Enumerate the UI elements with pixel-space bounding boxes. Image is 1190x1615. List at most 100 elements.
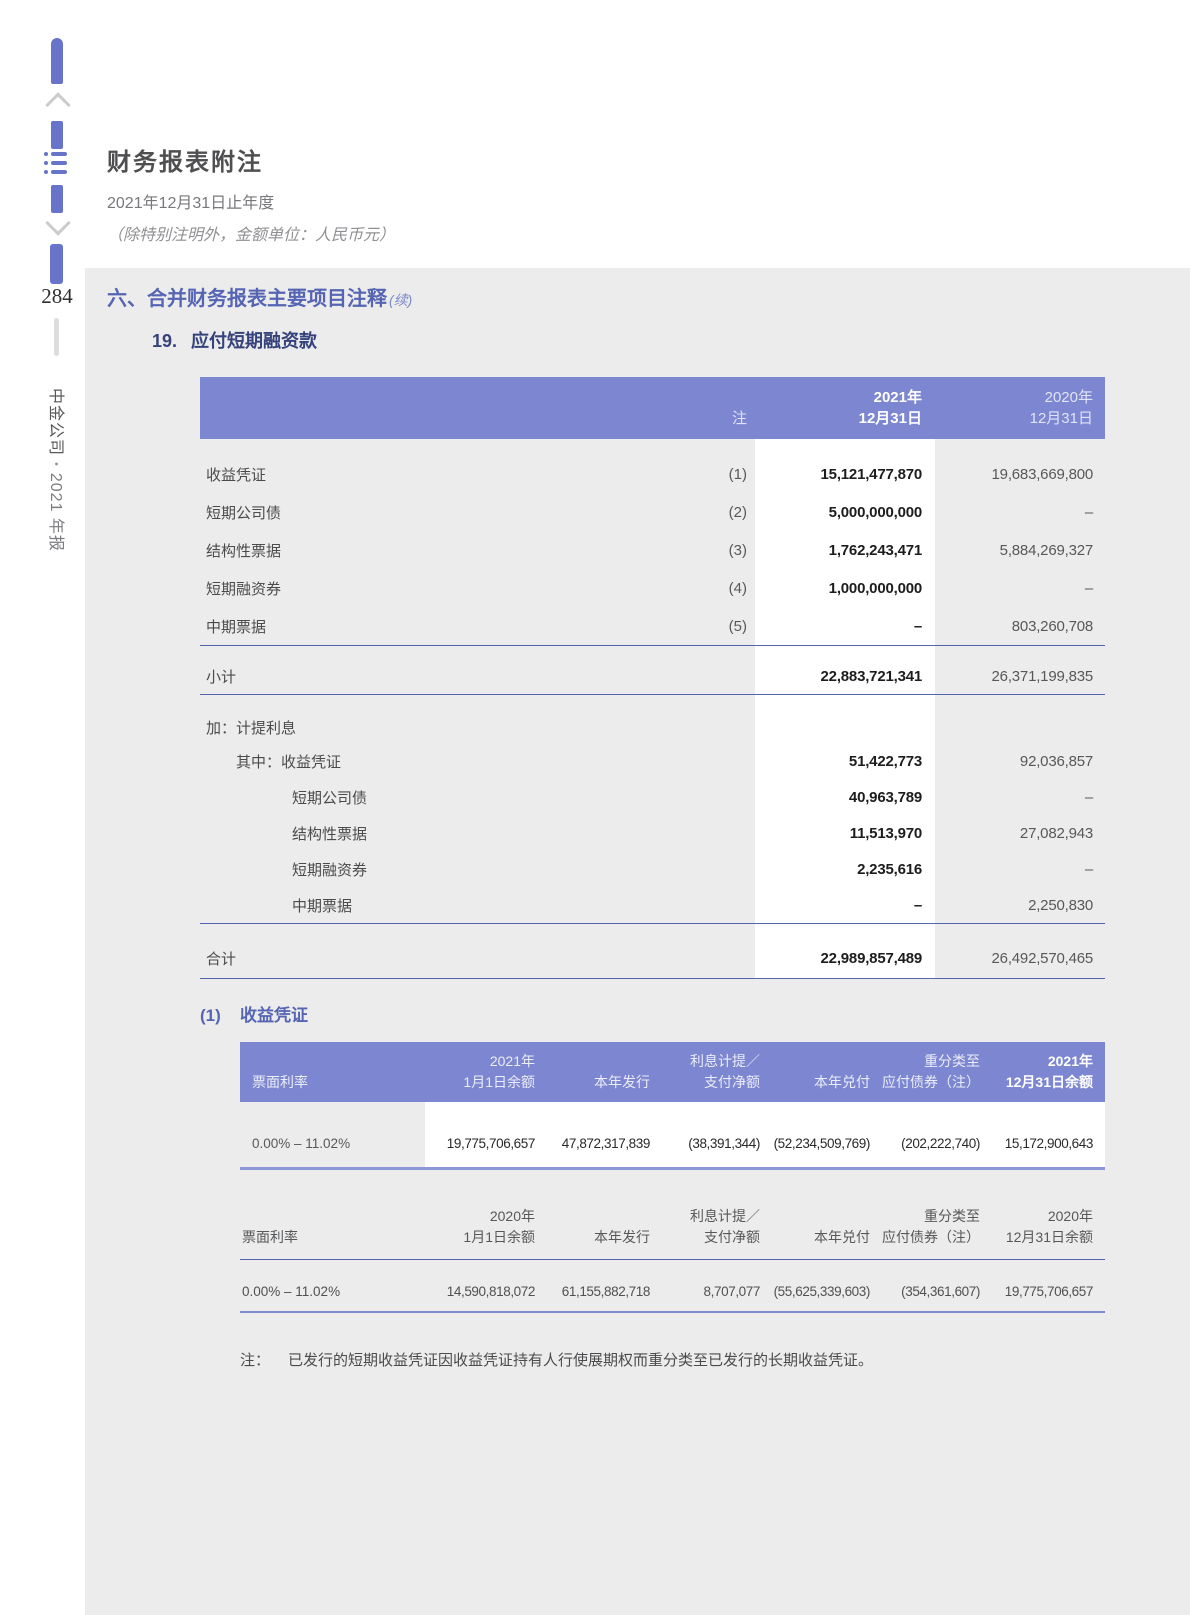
header-closing-balance: 2021年 12月31日余额 [990, 1042, 1105, 1102]
header-interest-net: 利息计提／ 支付净额 [660, 1042, 770, 1102]
row-label: 短期融资券 [206, 580, 282, 598]
table-row: 0.00% – 11.02% 14,590,818,072 61,155,882… [240, 1259, 1105, 1313]
row-label: 收益凭证 [206, 466, 267, 484]
total-row: 合计 22,989,857,489 26,492,570,465 [200, 938, 1105, 979]
value-2021: 2,235,616 [755, 851, 935, 887]
redeemed: (52,234,509,769) [770, 1102, 880, 1170]
header-redeemed: 本年兑付 [770, 1195, 880, 1260]
note-ref: (3) [728, 541, 747, 559]
value-2020: – [1084, 579, 1093, 597]
note1-number: (1) [200, 1006, 221, 1025]
subsection-number: 19. [152, 331, 178, 351]
redeemed: (55,625,339,603) [770, 1259, 880, 1313]
value-2021: 40,963,789 [755, 779, 935, 815]
list-icon [44, 152, 67, 174]
doc-period: 2021年12月31日止年度 [107, 195, 275, 212]
table-row: 中期票据 (5) – 803,260,708 [200, 607, 1105, 646]
document-header: 财务报表附注 2021年12月31日止年度 （除特别注明外，金额单位：人民币元） [107, 142, 395, 245]
coupon-rate: 0.00% – 11.02% [240, 1102, 425, 1170]
accrued-interest-row: 加：计提利息 [200, 711, 1105, 743]
value-2020: 5,884,269,327 [999, 541, 1094, 559]
bookmark-bar-icon [50, 244, 63, 284]
note-ref: (5) [620, 607, 755, 646]
value-2020: – [1084, 860, 1093, 878]
page-left-margin: 284 中金公司 • 2021 年报 [0, 0, 85, 1615]
value-2021: – [755, 607, 935, 646]
table-header-row: 票面利率 2020年 1月1日余额 本年发行 利息计提／ 支付净额 本年兑付 重分类… [240, 1195, 1105, 1260]
brand-edition: 2021 年报 [47, 472, 64, 552]
section-heading: 六、合并财务报表主要项目注释 (续) [107, 282, 1190, 311]
value-2020: 26,492,570,465 [935, 938, 1105, 979]
reclassified: (354,361,607) [880, 1259, 990, 1313]
table-row: 短期融资券 2,235,616 – [200, 851, 1105, 887]
value-2021: 51,422,773 [755, 743, 935, 779]
value-2021: 11,513,970 [755, 815, 935, 851]
page-number-tick [54, 318, 59, 356]
header-note: 注 [620, 377, 755, 439]
chevron-up-icon [45, 92, 71, 118]
header-2020: 2020年 12月31日 [935, 377, 1105, 439]
table-row: 短期融资券 (4) 1,000,000,000 – [200, 569, 1105, 607]
interest-net: 8,707,077 [660, 1259, 770, 1313]
table-row: 结构性票据 11,513,970 27,082,943 [200, 815, 1105, 851]
content-panel: 六、合并财务报表主要项目注释 (续) 19. 应付短期融资款 注 2021年 12月3… [85, 268, 1190, 1615]
subsection-title: 应付短期融资款 [191, 331, 318, 351]
table-row: 其中：收益凭证 51,422,773 92,036,857 [200, 743, 1105, 779]
header-closing-balance: 2020年 12月31日余额 [990, 1195, 1105, 1260]
value-2020: 2,250,830 [935, 887, 1105, 924]
header-opening-balance: 2020年 1月1日余额 [425, 1195, 545, 1260]
footnote-text: 已发行的短期收益凭证因收益凭证持有人行使展期权而重分类至已发行的长期收益凭证。 [288, 1351, 874, 1369]
coupon-rate: 0.00% – 11.02% [240, 1259, 425, 1313]
value-2021: 5,000,000,000 [755, 493, 935, 531]
row-label: 中期票据 [200, 607, 620, 646]
note1-title: 收益凭证 [240, 1006, 308, 1025]
footnote: 注： 已发行的短期收益凭证因收益凭证持有人行使展期权而重分类至已发行的长期收益凭… [240, 1349, 1190, 1370]
note1-heading: (1) 收益凭证 [200, 1001, 1190, 1026]
row-label: 短期公司债 [206, 504, 282, 522]
header-coupon-rate: 票面利率 [240, 1195, 425, 1260]
header-2021: 2021年 12月31日 [755, 377, 935, 439]
opening-balance: 19,775,706,657 [425, 1102, 545, 1170]
value-2020: 92,036,857 [1019, 752, 1093, 770]
header-opening-balance: 2021年 1月1日余额 [425, 1042, 545, 1102]
divider-bar-icon [51, 121, 63, 149]
row-label: 结构性票据 [292, 825, 368, 843]
value-2020: 26,371,199,835 [935, 658, 1105, 695]
table-row: 收益凭证 (1) 15,121,477,870 19,683,669,800 [200, 455, 1105, 493]
income-certificates-2020-table: 票面利率 2020年 1月1日余额 本年发行 利息计提／ 支付净额 本年兑付 重分类… [240, 1195, 1105, 1313]
chevron-down-icon [45, 210, 71, 236]
divider-bar-icon [51, 185, 63, 213]
table-row: 结构性票据 (3) 1,762,243,471 5,884,269,327 [200, 531, 1105, 569]
short-term-financing-table: 注 2021年 12月31日 2020年 12月31日 收益凭证 (1) 15,12… [200, 377, 1105, 979]
bookmark-bar-icon [51, 38, 63, 84]
bullet-separator: • [50, 462, 62, 467]
table-row: 0.00% – 11.02% 19,775,706,657 47,872,317… [240, 1102, 1105, 1170]
interest-net: (38,391,344) [660, 1102, 770, 1170]
header-reclassified: 重分类至 应付债券（注） [880, 1195, 990, 1260]
row-label: 短期公司债 [292, 789, 368, 807]
value-2021: 1,000,000,000 [755, 569, 935, 607]
value-2020: 27,082,943 [1019, 824, 1093, 842]
closing-balance: 19,775,706,657 [990, 1259, 1105, 1313]
table-row: 短期公司债 (2) 5,000,000,000 – [200, 493, 1105, 531]
footnote-label: 注： [240, 1351, 271, 1369]
header-coupon-rate: 票面利率 [240, 1042, 425, 1102]
table-row: 中期票据 – 2,250,830 [200, 887, 1105, 924]
value-2021: 1,762,243,471 [755, 531, 935, 569]
value-2020: – [1084, 503, 1093, 521]
note-ref: (2) [728, 503, 747, 521]
closing-balance: 15,172,900,643 [990, 1102, 1105, 1170]
section-continued-mark: (续) [389, 292, 413, 308]
brand-name: 中金公司 [47, 388, 64, 457]
header-redeemed: 本年兑付 [770, 1042, 880, 1102]
row-label: 结构性票据 [206, 542, 282, 560]
subsection-heading: 19. 应付短期融资款 [152, 327, 1190, 353]
table-header-row: 注 2021年 12月31日 2020年 12月31日 [200, 377, 1105, 439]
table-row: 短期公司债 40,963,789 – [200, 779, 1105, 815]
income-certificates-2021-table: 票面利率 2021年 1月1日余额 本年发行 利息计提／ 支付净额 本年兑付 重分类… [240, 1042, 1105, 1170]
note-ref: (4) [728, 579, 747, 597]
doc-unit-note: （除特别注明外，金额单位：人民币元） [107, 227, 396, 244]
header-issued: 本年发行 [545, 1195, 660, 1260]
value-2021: 15,121,477,870 [755, 455, 935, 493]
table-header-row: 票面利率 2021年 1月1日余额 本年发行 利息计提／ 支付净额 本年兑付 重分类… [240, 1042, 1105, 1102]
